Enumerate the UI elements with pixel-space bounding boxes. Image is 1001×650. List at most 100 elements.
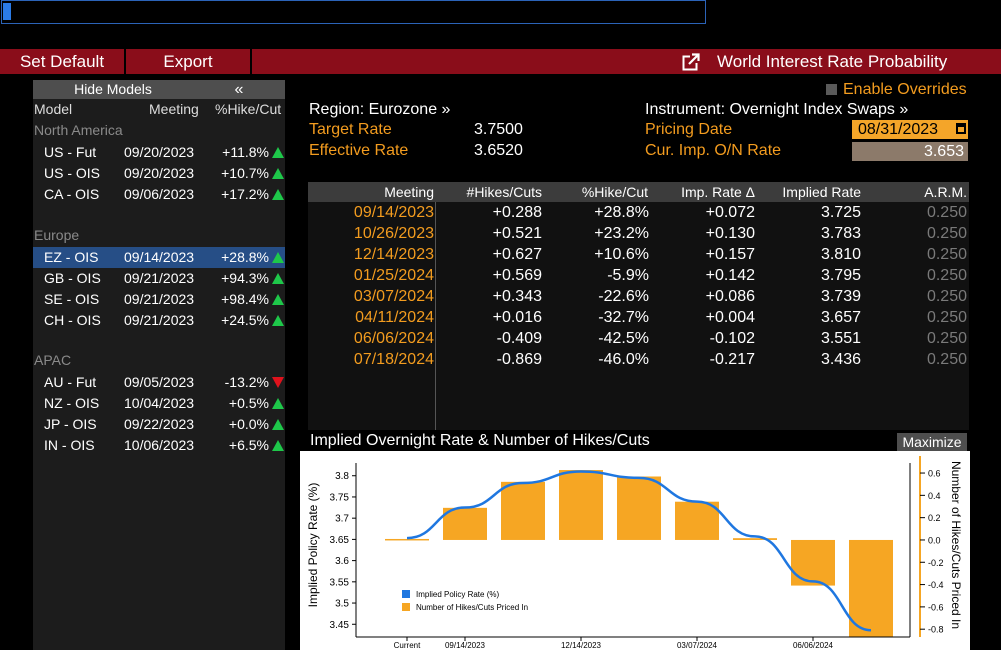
- collapse-icon[interactable]: «: [234, 81, 244, 98]
- rate-chart: 3.8 3.75 3.7 3.65 3.6 3.55 3.5 3.45 0.6 0.4 0.2 0.…: [300, 451, 970, 650]
- bar: [501, 481, 545, 540]
- bar: [443, 507, 487, 540]
- bar: [385, 538, 429, 541]
- cell-implied-rate: 3.657: [820, 309, 861, 326]
- external-link-icon[interactable]: [682, 53, 700, 71]
- cell-implied-rate: 3.810: [820, 246, 861, 263]
- table-row[interactable]: 01/25/2024 +0.569 -5.9% +0.142 3.795 0.2…: [308, 266, 969, 287]
- model-row-gb-ois[interactable]: GB - OIS 09/21/2023 +94.3%: [33, 268, 285, 289]
- calendar-icon[interactable]: [956, 123, 966, 134]
- y2-tick-label: -0.4: [928, 580, 944, 590]
- model-row-ez-ois[interactable]: EZ - OIS 09/14/2023 +28.8%: [33, 247, 285, 268]
- cell-hike-cut-pct: -32.7%: [598, 309, 649, 326]
- model-meeting: 09/14/2023: [124, 249, 195, 265]
- model-pct: +17.2%: [221, 186, 269, 202]
- up-triangle-icon: [272, 419, 284, 430]
- enable-overrides-label[interactable]: Enable Overrides: [843, 81, 967, 98]
- column-header-model[interactable]: Model: [34, 101, 73, 117]
- model-pct: +0.0%: [228, 416, 269, 432]
- model-row-ch-ois[interactable]: CH - OIS 09/21/2023 +24.5%: [33, 310, 285, 331]
- cell-arm: 0.250: [926, 204, 967, 221]
- cell-imp-rate-delta: +0.086: [705, 288, 755, 305]
- cell-imp-rate-delta: +0.130: [705, 225, 755, 242]
- table-row[interactable]: 12/14/2023 +0.627 +10.6% +0.157 3.810 0.…: [308, 245, 969, 266]
- table-row[interactable]: 07/18/2024 -0.869 -46.0% -0.217 3.436 0.…: [308, 350, 969, 371]
- table-column-divider: [435, 202, 436, 430]
- hide-models-bar[interactable]: Hide Models «: [33, 80, 285, 99]
- cell-meeting: 03/07/2024: [353, 288, 434, 305]
- y-tick-label: 3.7: [335, 514, 349, 525]
- model-pct: +11.8%: [222, 144, 269, 160]
- pricing-date-value: 08/31/2023: [858, 121, 939, 138]
- y-tick-label: 3.75: [330, 492, 350, 503]
- table-row[interactable]: 10/26/2023 +0.521 +23.2% +0.130 3.783 0.…: [308, 224, 969, 245]
- column-header-hike-cut[interactable]: %Hike/Cut: [215, 101, 282, 117]
- model-name: IN - OIS: [44, 437, 95, 453]
- model-row-ca-ois[interactable]: CA - OIS 09/06/2023 +17.2%: [33, 184, 285, 205]
- model-meeting: 10/06/2023: [124, 437, 195, 453]
- effective-rate-label: Effective Rate: [309, 142, 409, 159]
- cell-meeting: 10/26/2023: [353, 225, 434, 242]
- chart-title: Implied Overnight Rate & Number of Hikes…: [310, 432, 650, 449]
- x-tick-label: Current: [394, 641, 421, 650]
- x-tick-label: 09/14/2023: [445, 641, 486, 650]
- model-pct: -13.2%: [224, 374, 269, 390]
- cell-hike-cut-pct: +23.2%: [594, 225, 649, 242]
- table-row[interactable]: 03/07/2024 +0.343 -22.6% +0.086 3.739 0.…: [308, 287, 969, 308]
- model-row-jp-ois[interactable]: JP - OIS 09/22/2023 +0.0%: [33, 414, 285, 435]
- cell-implied-rate: 3.783: [820, 225, 861, 242]
- instrument-selector[interactable]: Instrument: Overnight Index Swaps »: [645, 101, 909, 118]
- table-row[interactable]: 06/06/2024 -0.409 -42.5% -0.102 3.551 0.…: [308, 329, 969, 350]
- bar: [617, 476, 661, 540]
- region-selector[interactable]: Region: Eurozone »: [309, 101, 451, 118]
- table-header-imp-rate-delta[interactable]: Imp. Rate Δ: [681, 184, 755, 200]
- model-row-au-fut[interactable]: AU - Fut 09/05/2023 -13.2%: [33, 372, 285, 393]
- legend-swatch-hikes: [402, 603, 410, 611]
- table-header-arm[interactable]: A.R.M.: [924, 184, 967, 200]
- y2-tick-label: -0.2: [928, 558, 944, 568]
- up-triangle-icon: [272, 168, 284, 179]
- column-header-meeting[interactable]: Meeting: [149, 101, 199, 117]
- cell-implied-rate: 3.795: [820, 267, 861, 284]
- bar: [733, 538, 777, 540]
- up-triangle-icon: [272, 252, 284, 263]
- down-triangle-icon: [272, 377, 284, 388]
- enable-overrides-checkbox[interactable]: [826, 84, 837, 95]
- export-button[interactable]: Export: [126, 49, 252, 74]
- table-header-implied-rate[interactable]: Implied Rate: [782, 184, 861, 200]
- table-row[interactable]: 09/14/2023 +0.288 +28.8% +0.072 3.725 0.…: [308, 203, 969, 224]
- cell-arm: 0.250: [926, 330, 967, 347]
- table-header: [308, 182, 969, 202]
- model-pct: +6.5%: [228, 437, 269, 453]
- imp-rate-field[interactable]: 3.653: [852, 142, 968, 161]
- model-meeting: 09/21/2023: [124, 312, 195, 328]
- set-default-button[interactable]: Set Default: [0, 49, 126, 74]
- model-row-us-fut[interactable]: US - Fut 09/20/2023 +11.8%: [33, 142, 285, 163]
- table-header-meeting[interactable]: Meeting: [384, 184, 434, 200]
- table-row[interactable]: 04/11/2024 +0.016 -32.7% +0.004 3.657 0.…: [308, 308, 969, 329]
- cell-implied-rate: 3.436: [820, 351, 861, 368]
- cell-arm: 0.250: [926, 267, 967, 284]
- model-row-us-ois[interactable]: US - OIS 09/20/2023 +10.7%: [33, 163, 285, 184]
- cell-arm: 0.250: [926, 246, 967, 263]
- model-row-nz-ois[interactable]: NZ - OIS 10/04/2023 +0.5%: [33, 393, 285, 414]
- chart-legend: Implied Policy Rate (%) Number of Hikes/…: [402, 590, 528, 612]
- cell-imp-rate-delta: +0.142: [705, 267, 755, 284]
- model-row-in-ois[interactable]: IN - OIS 10/06/2023 +6.5%: [33, 435, 285, 456]
- model-name: AU - Fut: [44, 374, 97, 390]
- hide-models-button[interactable]: Hide Models: [74, 81, 152, 97]
- model-name: US - OIS: [44, 165, 101, 181]
- up-triangle-icon: [272, 273, 284, 284]
- models-panel: [33, 80, 285, 650]
- cell-arm: 0.250: [926, 225, 967, 242]
- table-header-hike-cut-pct[interactable]: %Hike/Cut: [581, 184, 648, 200]
- maximize-button[interactable]: Maximize: [897, 433, 967, 451]
- command-line-input[interactable]: [1, 0, 706, 24]
- y2-tick-label: 0.6: [928, 469, 941, 479]
- model-name: US - Fut: [44, 144, 97, 160]
- table-header-hikes-cuts[interactable]: #Hikes/Cuts: [466, 184, 542, 200]
- model-row-se-ois[interactable]: SE - OIS 09/21/2023 +98.4%: [33, 289, 285, 310]
- pricing-date-field[interactable]: 08/31/2023: [852, 120, 968, 139]
- cell-implied-rate: 3.725: [820, 204, 861, 221]
- cell-hikes-cuts: -0.409: [496, 330, 542, 347]
